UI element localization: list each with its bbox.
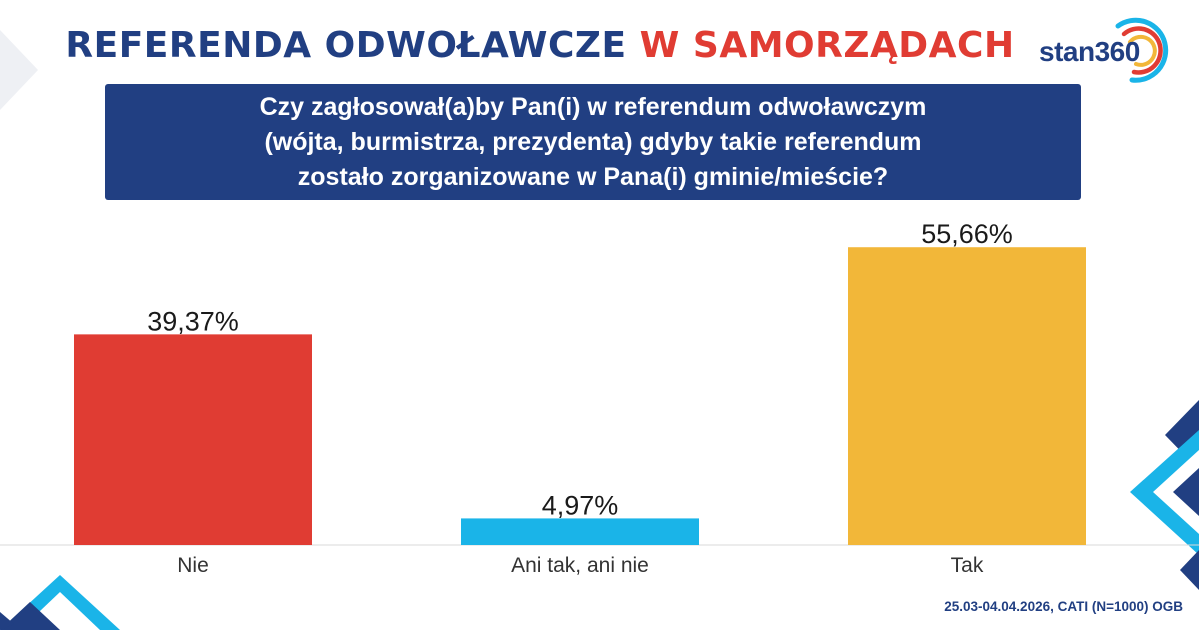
corner-decoration-bottom-left — [0, 575, 120, 630]
title-part-navy: REFERENDA ODWOŁAWCZE — [65, 25, 627, 66]
stan360-logo: stan360 — [1030, 6, 1180, 86]
bar-1 — [461, 518, 699, 545]
category-label-1: Ani tak, ani nie — [511, 554, 649, 577]
survey-footnote: 25.03-04.04.2026, CATI (N=1000) OGB — [944, 599, 1183, 614]
question-line: Czy zagłosował(a)by Pan(i) w referendum … — [259, 92, 927, 121]
bar-0 — [74, 334, 312, 545]
question-line: zostało zorganizowane w Pana(i) gminie/m… — [297, 162, 889, 191]
question-box: Czy zagłosował(a)by Pan(i) w referendum … — [105, 84, 1081, 200]
title-part-red: W SAMORZĄDACH — [639, 25, 1015, 66]
category-label-2: Tak — [951, 554, 984, 577]
question-line: (wójta, burmistrza, prezydenta) gdyby ta… — [264, 127, 922, 156]
logo-text: stan360 — [1039, 36, 1140, 67]
category-label-0: Nie — [177, 554, 209, 577]
data-label-1: 4,97% — [542, 490, 619, 520]
corner-decoration-top-left — [0, 30, 38, 110]
data-label-0: 39,37% — [147, 306, 239, 336]
data-label-2: 55,66% — [921, 219, 1013, 249]
corner-decoration-right — [1130, 400, 1199, 590]
logo-rings-icon — [1115, 17, 1169, 83]
bar-2 — [848, 247, 1086, 545]
page-title: REFERENDA ODWOŁAWCZE W SAMORZĄDACH — [0, 22, 1080, 70]
